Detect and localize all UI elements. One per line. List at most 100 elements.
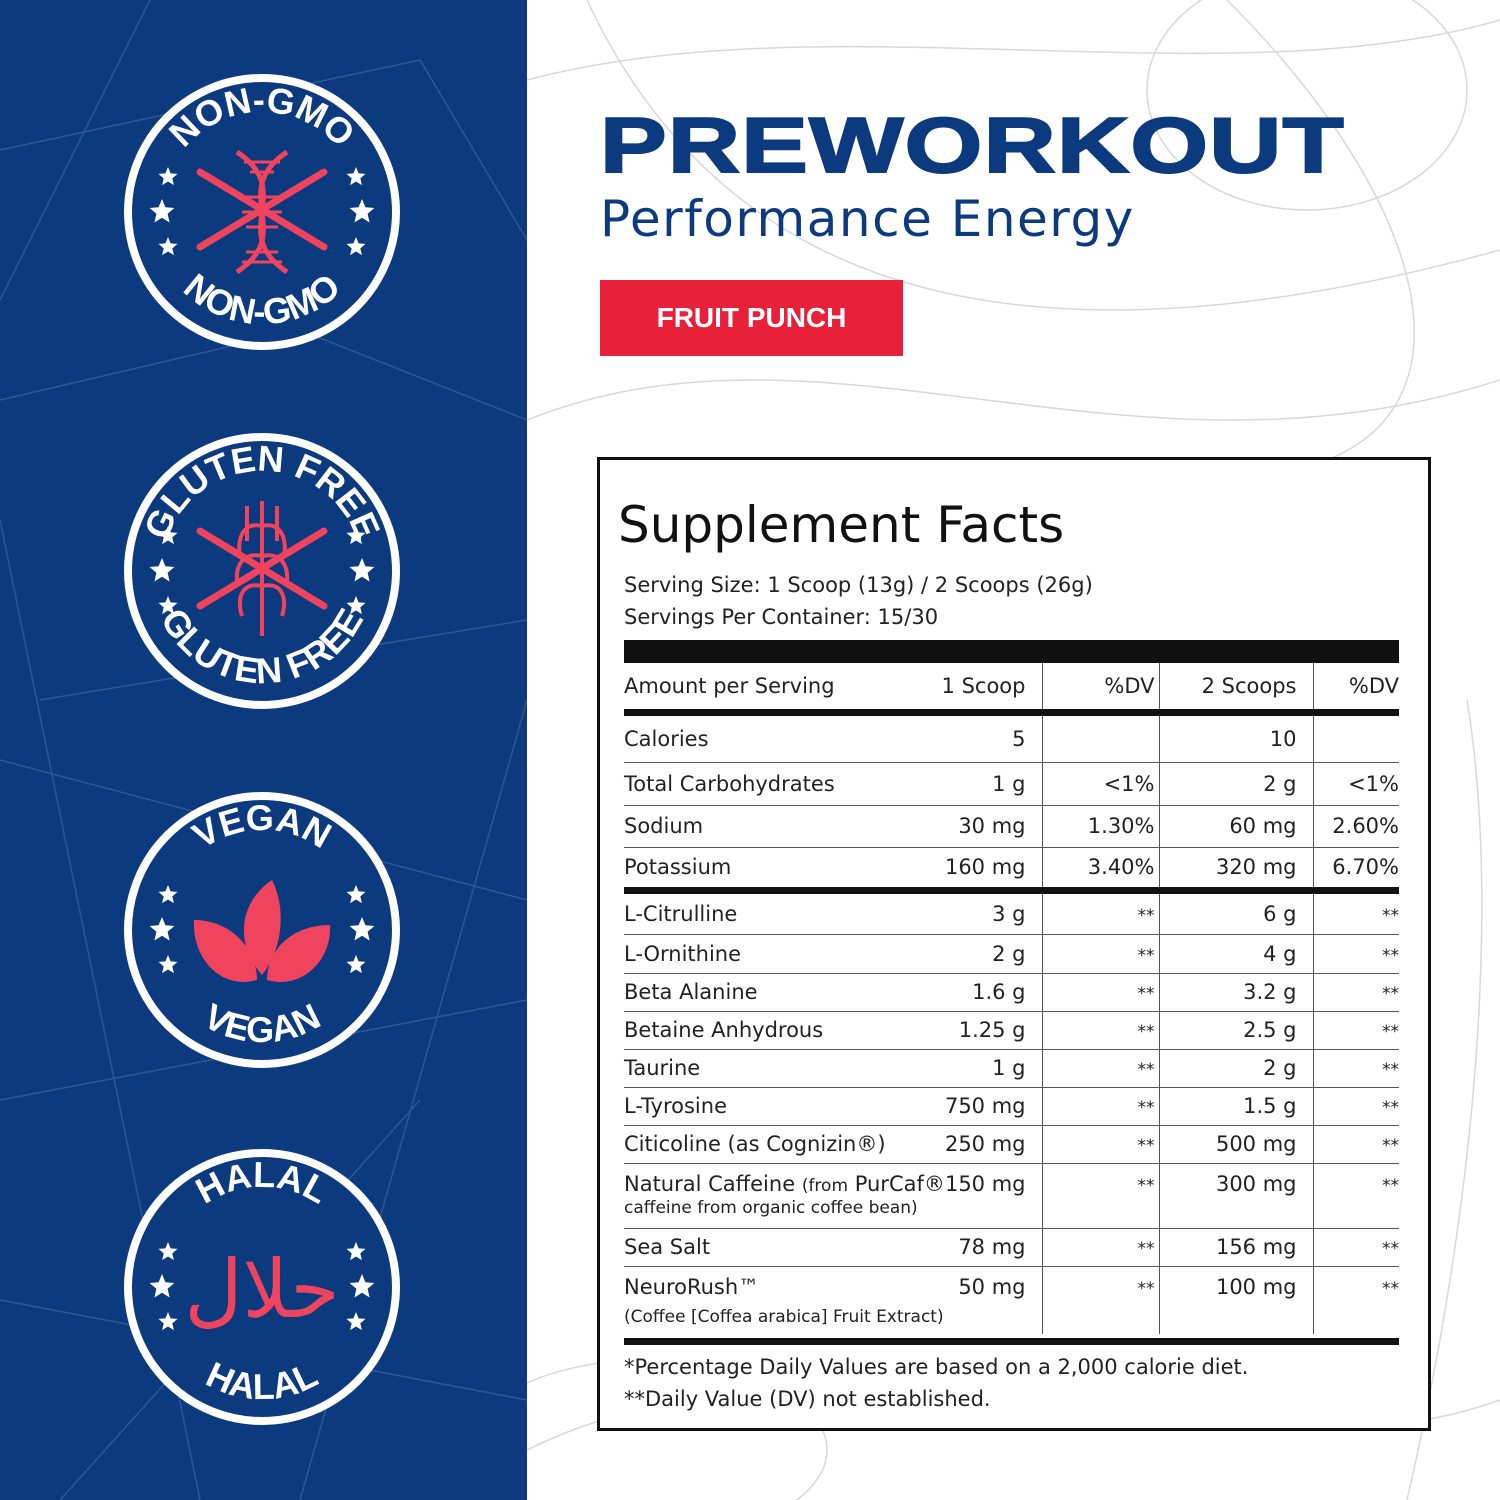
table-row: L-Tyrosine 750 mg ** 1.5 g ** xyxy=(624,1087,1399,1126)
col-amount: Amount per Serving xyxy=(624,673,835,698)
col-one-scoop: 1 Scoop xyxy=(941,673,1026,698)
divider-bar xyxy=(624,1338,1399,1345)
two-scoops-amount: 4 g xyxy=(1158,934,1313,974)
table-row: Beta Alanine 1.6 g ** 3.2 g ** xyxy=(624,973,1399,1012)
two-scoops-amount: 6 g xyxy=(1158,890,1313,935)
dv-two-scoops: ** xyxy=(1312,934,1399,974)
dv-one-scoop: 1.30% xyxy=(1041,805,1159,848)
servings-per-container: Servings Per Container: 15/30 xyxy=(624,605,939,629)
ingredient-cell: Potassium 160 mg xyxy=(624,847,1042,894)
dv-one-scoop: ** xyxy=(1041,1266,1159,1334)
dv-two-scoops: 2.60% xyxy=(1312,805,1399,848)
two-scoops-amount: 2 g xyxy=(1158,762,1313,806)
ingredient-cell: Calories 5 xyxy=(624,712,1042,763)
header-cell: Amount per Serving 1 Scoop xyxy=(624,663,1042,716)
table-row: Total Carbohydrates 1 g <1% 2 g <1% xyxy=(624,762,1399,806)
table-row: NeuroRush™ 50 mg (Coffee [Coffea arabica] … xyxy=(624,1266,1399,1334)
table-row: Natural Caffeine (from PurCaf® 150 mg caff… xyxy=(624,1163,1399,1229)
two-scoops-amount: 500 mg xyxy=(1158,1125,1313,1164)
one-scoop-amount: 5 xyxy=(1012,726,1026,751)
product-subtitle: Performance Energy xyxy=(600,190,1135,248)
one-scoop-amount: 250 mg xyxy=(944,1132,1026,1156)
dv-two-scoops: ** xyxy=(1312,973,1399,1012)
dv-two-scoops: ** xyxy=(1312,1087,1399,1126)
ingredient-cell: Beta Alanine 1.6 g xyxy=(624,973,1042,1012)
ingredient-cell: Betaine Anhydrous 1.25 g xyxy=(624,1011,1042,1050)
ingredient-cell: Taurine 1 g xyxy=(624,1049,1042,1088)
footnote-dv: *Percentage Daily Values are based on a … xyxy=(624,1355,1249,1379)
one-scoop-amount: 50 mg xyxy=(958,1274,1026,1299)
table-row: L-Citrulline 3 g ** 6 g ** xyxy=(624,890,1399,935)
dv-two-scoops: ** xyxy=(1312,1266,1399,1334)
supplement-facts-panel: Supplement Facts Serving Size: 1 Scoop (… xyxy=(597,457,1431,1431)
table-row: Citicoline (as Cognizin®) 250 mg ** 500 m… xyxy=(624,1125,1399,1164)
col-dv2: %DV xyxy=(1312,663,1399,716)
one-scoop-amount: 1.25 g xyxy=(958,1018,1026,1042)
two-scoops-amount: 3.2 g xyxy=(1158,973,1313,1012)
two-scoops-amount: 10 xyxy=(1158,712,1313,763)
ingredient-cell: Natural Caffeine (from PurCaf® 150 mg caff… xyxy=(624,1163,1042,1229)
product-title: PREWORKOUT xyxy=(599,100,1345,190)
ingredient-cell: Citicoline (as Cognizin®) 250 mg xyxy=(624,1125,1042,1164)
ingredient-cell: NeuroRush™ 50 mg (Coffee [Coffea arabica] … xyxy=(624,1274,1026,1327)
dv-two-scoops: ** xyxy=(1312,1125,1399,1164)
two-scoops-amount: 60 mg xyxy=(1158,805,1313,848)
one-scoop-amount: 1 g xyxy=(992,1056,1026,1080)
two-scoops-amount: 156 mg xyxy=(1158,1228,1313,1267)
ingredient-cell: Total Carbohydrates 1 g xyxy=(624,762,1042,806)
one-scoop-amount: 750 mg xyxy=(944,1094,1026,1118)
ingredient-cell: L-Citrulline 3 g xyxy=(624,890,1042,935)
badge-halal: HALAL HALAL حلال xyxy=(122,1147,402,1427)
ingredient-cell: L-Tyrosine 750 mg xyxy=(624,1087,1042,1126)
one-scoop-amount: 30 mg xyxy=(958,814,1026,838)
table-row: Calories 5 10 xyxy=(624,712,1399,763)
ingredient-note: caffeine from organic coffee bean) xyxy=(624,1197,918,1218)
footnote-not-established: **Daily Value (DV) not established. xyxy=(624,1387,991,1411)
dv-one-scoop xyxy=(1041,712,1159,763)
two-scoops-amount: 2.5 g xyxy=(1158,1011,1313,1050)
arabic-halal-icon: حلال xyxy=(184,1243,339,1336)
crossed-wheat-icon xyxy=(196,501,328,636)
facts-heading: Supplement Facts xyxy=(618,496,1065,554)
flavor-badge: FRUIT PUNCH xyxy=(600,280,903,356)
dv-one-scoop: ** xyxy=(1041,934,1159,974)
ingredient-note: (Coffee [Coffea arabica] Fruit Extract) xyxy=(624,1306,944,1327)
two-scoops-amount: 100 mg xyxy=(1158,1266,1313,1334)
ingredient-cell: Sea Salt 78 mg xyxy=(624,1228,1042,1267)
dv-one-scoop: <1% xyxy=(1041,762,1159,806)
table-row: Betaine Anhydrous 1.25 g ** 2.5 g ** xyxy=(624,1011,1399,1050)
two-scoops-amount: 320 mg xyxy=(1158,847,1313,894)
dv-one-scoop: ** xyxy=(1041,1087,1159,1126)
one-scoop-amount: 78 mg xyxy=(958,1235,1026,1259)
one-scoop-amount: 3 g xyxy=(992,901,1026,926)
dv-one-scoop: ** xyxy=(1041,1125,1159,1164)
one-scoop-amount: 2 g xyxy=(992,941,1026,966)
dv-one-scoop: ** xyxy=(1041,1163,1159,1229)
badge-non-gmo: NON-GMO NON-GMO xyxy=(122,72,402,352)
svg-text:حلال: حلال xyxy=(184,1243,339,1336)
dv-one-scoop: 3.40% xyxy=(1041,847,1159,894)
dv-two-scoops: ** xyxy=(1312,1049,1399,1088)
dv-one-scoop: ** xyxy=(1041,1011,1159,1050)
table-row: Sea Salt 78 mg ** 156 mg ** xyxy=(624,1228,1399,1267)
table-row: L-Ornithine 2 g ** 4 g ** xyxy=(624,934,1399,974)
one-scoop-amount: 160 mg xyxy=(944,855,1026,879)
col-two-scoops: 2 Scoops xyxy=(1158,663,1313,716)
dv-two-scoops: ** xyxy=(1312,1163,1399,1229)
table-header-row: Amount per Serving 1 Scoop %DV 2 Scoops %… xyxy=(624,663,1399,716)
two-scoops-amount: 1.5 g xyxy=(1158,1087,1313,1126)
dv-two-scoops xyxy=(1312,712,1399,763)
ingredient-cell: Sodium 30 mg xyxy=(624,805,1042,848)
dv-two-scoops: ** xyxy=(1312,1011,1399,1050)
badge-gluten-free: GLUTEN FREE GLUTEN FREE xyxy=(122,431,402,711)
dv-one-scoop: ** xyxy=(1041,890,1159,935)
dv-two-scoops: ** xyxy=(1312,1228,1399,1267)
serving-size: Serving Size: 1 Scoop (13g) / 2 Scoops (… xyxy=(624,573,1093,597)
dv-one-scoop: ** xyxy=(1041,1049,1159,1088)
badge-panel: NON-GMO NON-GMO GLUTEN FREE GLUTEN FREE … xyxy=(0,0,527,1500)
dv-two-scoops: <1% xyxy=(1312,762,1399,806)
divider-bar xyxy=(624,640,1399,663)
dv-two-scoops: 6.70% xyxy=(1312,847,1399,894)
one-scoop-amount: 1 g xyxy=(992,771,1026,796)
dv-one-scoop: ** xyxy=(1041,973,1159,1012)
